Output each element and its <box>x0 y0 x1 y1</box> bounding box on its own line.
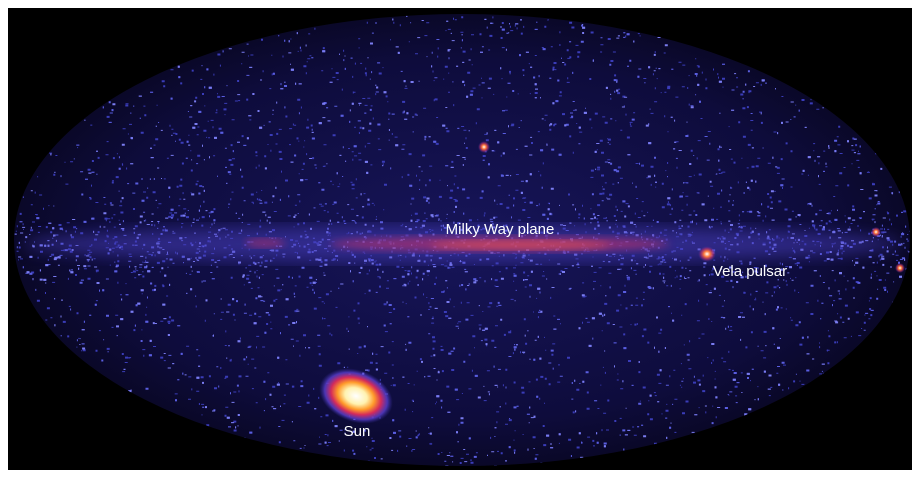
vela-source <box>698 246 716 262</box>
point-source <box>895 263 905 273</box>
label-milky-way: Milky Way plane <box>446 221 555 238</box>
point-source <box>478 141 490 153</box>
label-vela: Vela pulsar <box>713 263 787 280</box>
label-sun: Sun <box>344 423 371 440</box>
point-source <box>871 227 881 237</box>
sky-map: Milky Way plane Vela pulsar Sun <box>0 0 914 478</box>
page: Milky Way plane Vela pulsar Sun (() => {… <box>0 0 914 478</box>
